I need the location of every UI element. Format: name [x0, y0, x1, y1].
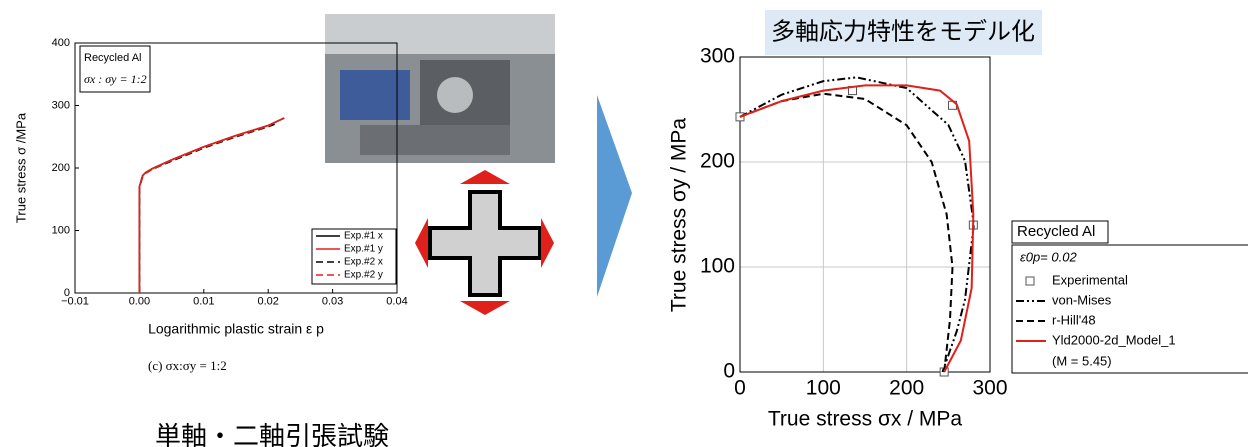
legend-label: Exp.#1 x: [344, 231, 383, 242]
x-axis-label: True stress σx / MPa: [768, 408, 963, 431]
x-tick-label: 0.01: [193, 296, 214, 308]
y-tick-label: 100: [52, 224, 70, 236]
x-axis-label: Logarithmic plastic strain ε p: [148, 321, 324, 337]
series-line: [138, 123, 275, 293]
y-tick-label: 100: [700, 255, 735, 278]
flow-arrow: [597, 95, 632, 297]
legend-label: Exp.#1 y: [344, 244, 383, 255]
y-axis-label: True stress σy / MPa: [668, 118, 691, 313]
y-tick-label: 200: [52, 162, 70, 174]
x-tick-label: 0: [734, 376, 746, 399]
x-tick-label: 0.03: [322, 296, 343, 308]
annotation-box: [79, 45, 151, 93]
annotation: Recycled Al: [84, 52, 141, 64]
legend-label: von-Mises: [1052, 292, 1112, 307]
legend-title: Recycled Al: [1017, 223, 1095, 240]
x-tick-label: 200: [889, 376, 924, 399]
series-line: [739, 84, 975, 373]
legend-label: Exp.#2 x: [344, 257, 383, 268]
x-tick-label: 100: [806, 376, 841, 399]
legend-label: r-Hill'48: [1052, 312, 1096, 327]
y-tick-label: 300: [52, 99, 70, 111]
photo: [325, 14, 555, 163]
x-tick-label: 0.02: [257, 296, 278, 308]
y-tick-label: 300: [700, 45, 735, 68]
legend-title-box: [1011, 220, 1109, 244]
legend-note: ε0p= 0.02: [1020, 249, 1077, 264]
series-line: [739, 92, 954, 373]
annotation: σx : σy = 1:2: [84, 72, 147, 86]
series-line: [138, 124, 272, 293]
test-title: 単軸・二軸引張試験: [155, 421, 389, 447]
legend-label: Experimental: [1052, 272, 1128, 287]
series-line: [739, 76, 975, 373]
y-tick-label: 200: [700, 150, 735, 173]
cross-specimen: [415, 170, 554, 315]
caption: (c) σx:σy = 1:2: [148, 358, 227, 373]
title-box: [765, 10, 1042, 55]
legend-param: (M = 5.45): [1052, 353, 1112, 368]
y-tick-label: 0: [64, 287, 70, 299]
legend-box: [1011, 244, 1248, 374]
chart-title: 多軸応力特性をモデル化: [771, 18, 1035, 45]
y-tick-label: 0: [723, 360, 735, 383]
legend-box: [311, 228, 397, 285]
x-tick-label: 0.04: [386, 296, 407, 308]
legend-label: Yld2000-2d_Model_1: [1052, 332, 1176, 347]
plot-frame: [74, 42, 398, 294]
y-axis-label: True stress σ /MPa: [13, 112, 28, 223]
x-tick-label: −0.01: [61, 296, 89, 308]
legend-label: Exp.#2 y: [344, 270, 383, 281]
x-tick-label: 0.00: [129, 296, 150, 308]
legend-swatch: [1025, 276, 1035, 286]
y-tick-label: 400: [52, 37, 70, 49]
plot-frame: [739, 56, 991, 373]
x-tick-label: 300: [972, 376, 1007, 399]
